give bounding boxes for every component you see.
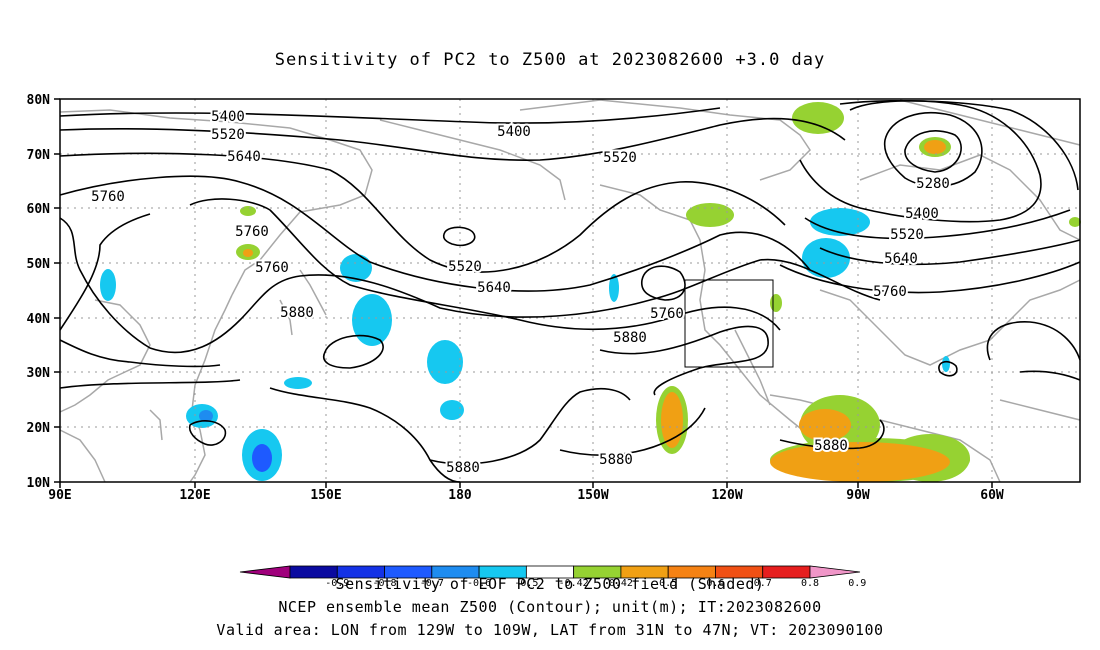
contour-labels: 5400 5520 5640 5760 5760 5760 5880 5400 … [89,107,952,478]
contour-label: 5880 [280,305,314,321]
contour-label: 5880 [599,452,633,468]
lat-label: 60N [27,202,51,217]
contour-label: 5760 [255,260,289,276]
lat-label: 70N [27,148,51,163]
contour-label: 5880 [446,460,480,476]
colorbar-tick-label: 0.6 [706,578,724,589]
lon-label: 90W [846,488,870,503]
colorbar-tick-label: -0.6 [467,578,491,589]
lat-label: 50N [27,257,51,272]
contour-label: 5400 [497,124,531,140]
contour-label: 5760 [235,224,269,240]
contour-label: 5880 [613,330,647,346]
chart-title: Sensitivity of PC2 to Z500 at 2023082600… [274,50,826,70]
footer-line-1: Sensitivity of EOF PC2 to Z500 field (Sh… [335,575,765,593]
lon-label: 120W [711,488,742,503]
contour-label: 5640 [884,251,918,267]
contour-label: 5760 [91,189,125,205]
colorbar-tick-label: 0.7 [754,578,772,589]
contour-label: 5520 [603,150,637,166]
lon-label: 180 [448,488,472,503]
lon-label: 60W [980,488,1004,503]
lat-label: 30N [27,366,51,381]
contour-label: 5760 [873,284,907,300]
contour-label: 5280 [916,176,950,192]
colorbar [239,565,861,579]
contour-label: 5640 [227,149,261,165]
lon-label: 150W [577,488,608,503]
contour-label: 5520 [211,127,245,143]
colorbar-tick-label: 0.8 [801,578,819,589]
z500-contours [59,99,1081,483]
lon-label: 90E [48,488,71,503]
colorbar-tick-label: -0.8 [372,578,396,589]
contour-label: 5400 [905,206,939,222]
footer-line-2: NCEP ensemble mean Z500 (Contour); unit(… [278,598,822,616]
lon-label: 120E [179,488,210,503]
contour-label: 5520 [890,227,924,243]
colorbar-tick-label: -0.42 [559,578,589,589]
lat-label: 10N [27,476,51,491]
lat-label: 40N [27,312,51,327]
footer-line-3: Valid area: LON from 129W to 109W, LAT f… [216,621,884,639]
lon-label: 150E [310,488,341,503]
colorbar-tick-label: -0.7 [420,578,444,589]
colorbar-segment [809,565,861,579]
target-area-box [684,279,774,368]
colorbar-tick-label: 0.9 [848,578,866,589]
lat-label: 20N [27,421,51,436]
grid-lines [60,99,1080,482]
colorbar-tick-label: 0.5 [659,578,677,589]
colorbar-tick-label: -0.9 [325,578,349,589]
contour-label: 5760 [650,306,684,322]
contour-label: 5880 [814,438,848,454]
lat-label: 80N [27,93,51,108]
colorbar-tick-label: -0.5 [514,578,538,589]
contour-label: 5640 [477,280,511,296]
coastlines [59,99,1081,483]
colorbar-ticks: -0.9 -0.8 -0.7 -0.6 -0.5 -0.42 0.42 0.5 0.6 0.7 0.… [325,578,866,589]
contour-label: 5520 [448,259,482,275]
colorbar-tick-label: 0.42 [609,578,633,589]
contour-label: 5400 [211,109,245,125]
